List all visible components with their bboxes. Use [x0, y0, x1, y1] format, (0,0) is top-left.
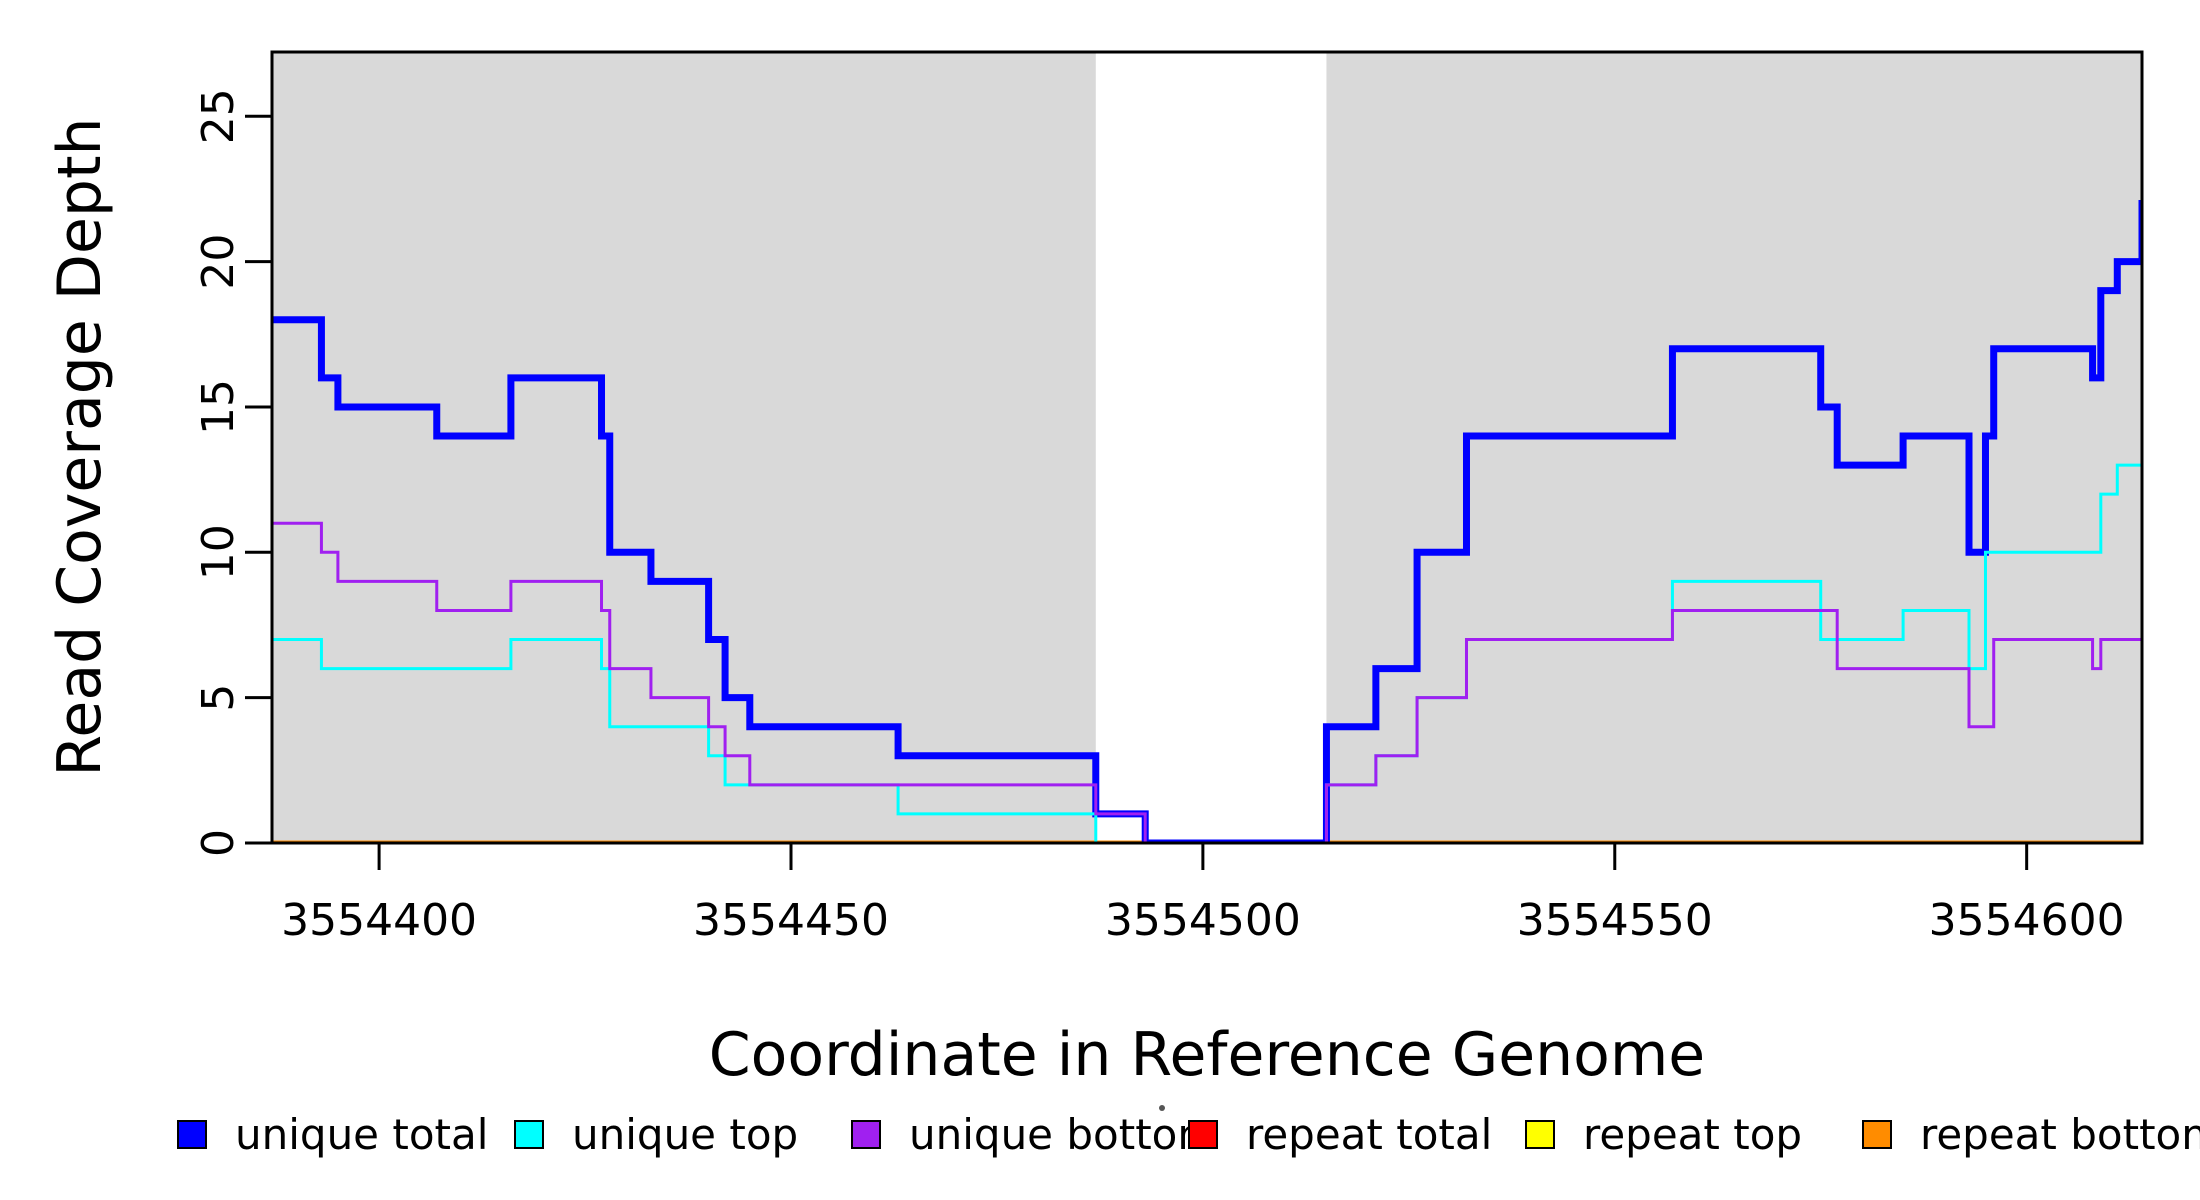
- shaded-region-1: [272, 52, 1096, 843]
- shaded-regions: [272, 52, 2142, 843]
- legend-swatch-repeat-bottom: [1862, 1120, 1892, 1149]
- x-axis-title: Coordinate in Reference Genome: [709, 1020, 1705, 1090]
- legend-label: unique bottom: [909, 1110, 1218, 1159]
- legend-label: repeat total: [1246, 1110, 1492, 1159]
- series-unique-total: [272, 199, 2142, 843]
- y-tick-label: 0: [193, 829, 244, 857]
- legend-item-unique-top: unique top: [514, 1110, 798, 1159]
- legend-item-unique-total: unique total: [177, 1110, 488, 1159]
- legend-item-unique-bottom: unique bottom: [851, 1110, 1218, 1159]
- series-lines: [272, 199, 2142, 843]
- series-unique-bottom: [272, 521, 2142, 843]
- legend-speck: [1159, 1105, 1165, 1111]
- legend-label: repeat top: [1583, 1110, 1802, 1159]
- x-tick-label: 3554600: [1929, 895, 2125, 946]
- legend-swatch-unique-total: [177, 1120, 207, 1149]
- legend-label: unique top: [572, 1110, 798, 1159]
- y-tick-label: 20: [193, 234, 244, 290]
- legend-item-repeat-top: repeat top: [1525, 1110, 1802, 1159]
- x-axis: 3554400 3554450 3554500 3554550 3554600: [281, 843, 2125, 946]
- legend-swatch-unique-bottom: [851, 1120, 881, 1149]
- legend-swatch-repeat-total: [1188, 1120, 1218, 1149]
- y-tick-label: 5: [193, 684, 244, 712]
- x-tick-label: 3554550: [1517, 895, 1713, 946]
- legend-swatch-repeat-top: [1525, 1120, 1555, 1149]
- x-tick-label: 3554400: [281, 895, 477, 946]
- shaded-region-2: [1326, 52, 2142, 843]
- y-axis: 0 5 10 15 20 25: [193, 88, 272, 857]
- y-tick-label: 25: [193, 88, 244, 144]
- legend-label: repeat bottom: [1920, 1110, 2200, 1159]
- plot-border: [270, 50, 2144, 845]
- y-axis-title: Read Coverage Depth: [45, 117, 115, 776]
- x-tick-label: 3554450: [693, 895, 889, 946]
- legend-item-repeat-total: repeat total: [1188, 1110, 1492, 1159]
- legend-item-repeat-bottom: repeat bottom: [1862, 1110, 2200, 1159]
- x-tick-label: 3554500: [1105, 895, 1301, 946]
- legend-swatch-unique-top: [514, 1120, 544, 1149]
- legend: unique total unique top unique bottom repea…: [177, 1110, 2200, 1159]
- y-tick-label: 10: [193, 524, 244, 580]
- legend-label: unique total: [235, 1110, 488, 1159]
- y-tick-label: 15: [193, 379, 244, 435]
